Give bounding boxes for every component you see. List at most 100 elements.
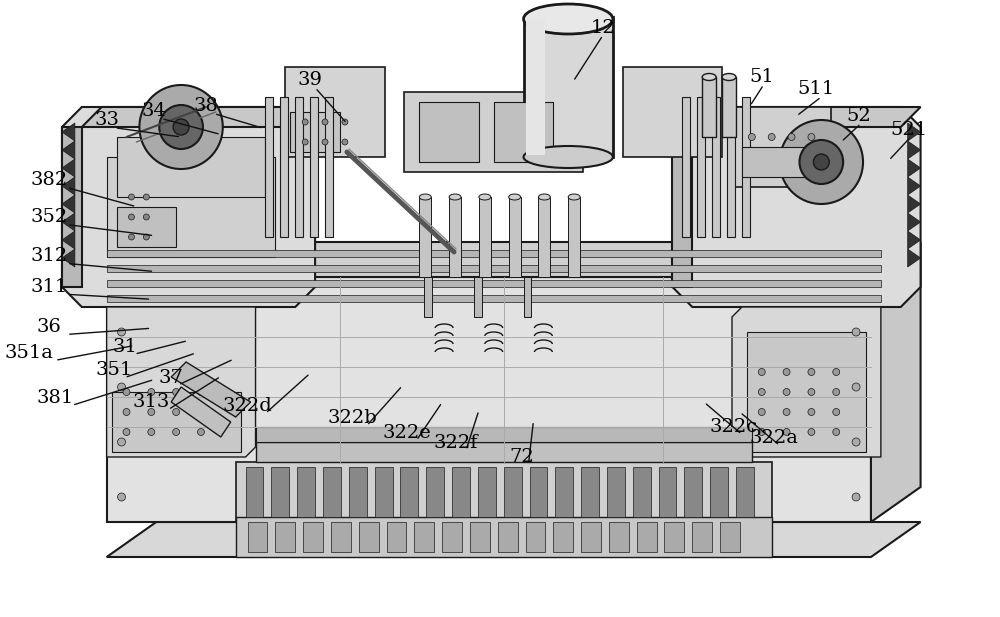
Bar [722, 77, 736, 137]
Circle shape [852, 383, 860, 391]
Bar [310, 97, 318, 237]
Bar [659, 467, 676, 517]
Circle shape [159, 105, 203, 149]
Circle shape [808, 428, 815, 436]
Circle shape [852, 438, 860, 446]
Bar [623, 67, 722, 157]
Polygon shape [908, 123, 921, 141]
Bar [710, 467, 728, 517]
Circle shape [148, 428, 155, 436]
Bar [107, 250, 881, 257]
Bar [538, 197, 550, 277]
Text: 382: 382 [30, 171, 68, 189]
Bar [697, 97, 705, 237]
Bar [692, 522, 712, 552]
Bar [568, 197, 580, 277]
Polygon shape [62, 231, 75, 249]
Bar [494, 102, 553, 162]
Circle shape [197, 389, 204, 395]
Text: 313: 313 [133, 393, 170, 412]
Bar [555, 467, 573, 517]
Bar [349, 467, 367, 517]
Bar [478, 467, 496, 517]
Bar [295, 97, 303, 237]
Circle shape [813, 154, 829, 170]
Bar [581, 467, 599, 517]
Text: 322c: 322c [710, 418, 758, 436]
Circle shape [833, 368, 840, 376]
Text: 34: 34 [142, 102, 167, 120]
Text: 521: 521 [890, 120, 927, 139]
Circle shape [768, 133, 775, 141]
Circle shape [128, 234, 134, 240]
Polygon shape [171, 387, 231, 437]
Text: 33: 33 [94, 111, 119, 130]
Text: 322b: 322b [328, 409, 378, 428]
Bar [449, 197, 461, 277]
Ellipse shape [568, 194, 580, 200]
Bar [280, 97, 288, 237]
Bar [297, 467, 315, 517]
Text: 351: 351 [96, 361, 133, 379]
Bar [265, 97, 273, 237]
Polygon shape [62, 107, 315, 307]
Circle shape [148, 408, 155, 415]
Bar [419, 197, 431, 277]
Circle shape [833, 408, 840, 415]
Circle shape [139, 85, 223, 169]
Bar [424, 277, 432, 317]
Bar [107, 280, 881, 287]
Bar [524, 17, 613, 157]
Polygon shape [107, 522, 921, 557]
Circle shape [302, 119, 308, 125]
Text: 12: 12 [591, 19, 615, 37]
Circle shape [173, 389, 180, 395]
Bar [526, 19, 545, 155]
Bar [474, 277, 482, 317]
Circle shape [123, 389, 130, 395]
Polygon shape [692, 107, 921, 127]
Bar [275, 522, 295, 552]
Circle shape [118, 383, 126, 391]
Circle shape [322, 139, 328, 145]
Bar [607, 467, 625, 517]
Bar [732, 107, 831, 187]
Bar [404, 92, 583, 172]
Circle shape [322, 119, 328, 125]
Bar [400, 467, 418, 517]
Circle shape [783, 368, 790, 376]
Bar [664, 522, 684, 552]
Polygon shape [908, 213, 921, 231]
Bar [107, 265, 881, 272]
Bar [684, 467, 702, 517]
Polygon shape [82, 107, 315, 127]
Ellipse shape [524, 146, 613, 168]
Bar [452, 467, 470, 517]
Circle shape [143, 214, 149, 220]
Polygon shape [908, 177, 921, 195]
Circle shape [788, 133, 795, 141]
Bar [609, 522, 629, 552]
Polygon shape [62, 123, 75, 141]
Bar [107, 157, 275, 257]
Text: 352: 352 [30, 208, 68, 226]
Polygon shape [62, 195, 75, 213]
Bar [419, 102, 479, 162]
Circle shape [852, 493, 860, 501]
Polygon shape [908, 231, 921, 249]
Circle shape [123, 408, 130, 415]
Polygon shape [62, 127, 82, 287]
Circle shape [118, 328, 126, 336]
Bar [375, 467, 393, 517]
Polygon shape [871, 242, 921, 522]
Bar [117, 137, 265, 197]
Bar [271, 467, 289, 517]
Ellipse shape [419, 194, 431, 200]
Circle shape [799, 140, 843, 184]
Polygon shape [62, 213, 75, 231]
Bar [498, 522, 518, 552]
Circle shape [758, 408, 765, 415]
Bar [720, 522, 740, 552]
Circle shape [148, 389, 155, 395]
Bar [248, 522, 267, 552]
